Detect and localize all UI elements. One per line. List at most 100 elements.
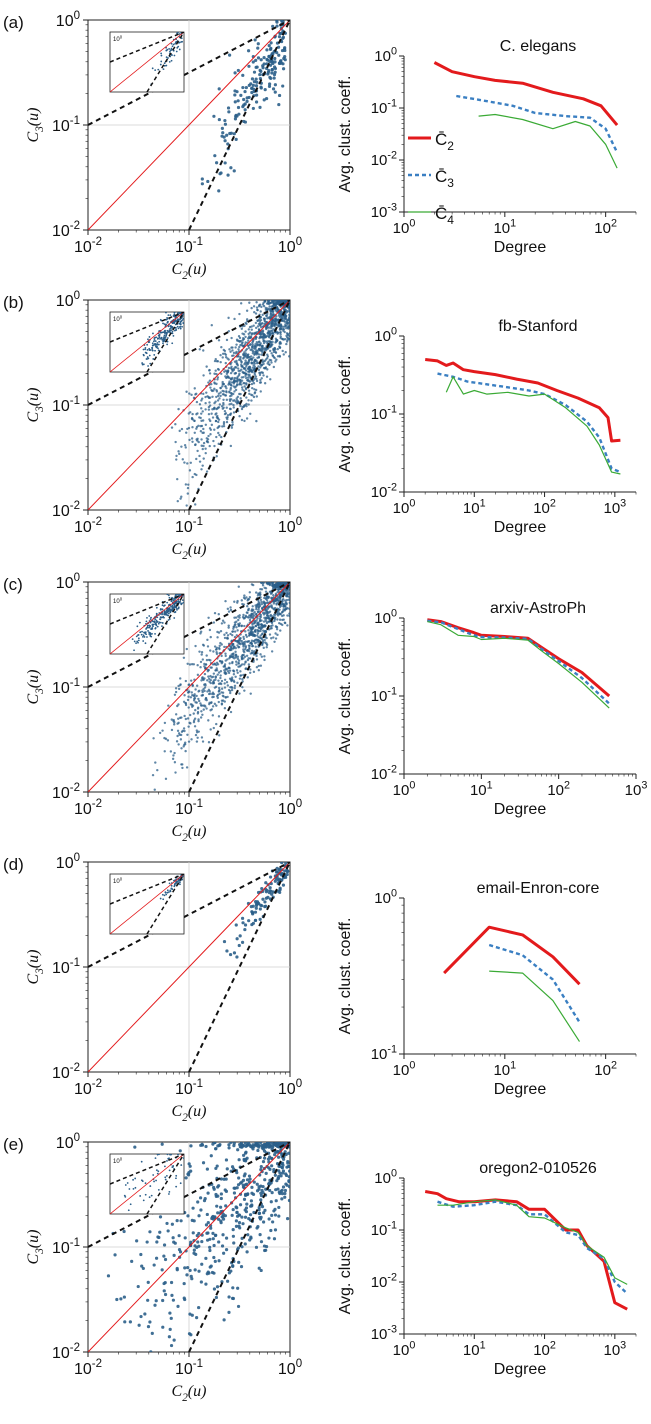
inset-point — [168, 60, 171, 63]
scatter-point — [239, 404, 242, 408]
scatter-point — [240, 599, 243, 602]
scatter-point — [189, 722, 192, 725]
inset-point — [142, 640, 145, 642]
scatter-point — [263, 602, 267, 605]
series-line-c2 — [443, 925, 581, 986]
scatter-point — [174, 423, 177, 426]
scatter-point — [249, 348, 252, 352]
inset-point — [153, 354, 156, 356]
scatter-point — [219, 1205, 223, 1209]
inset-point — [160, 54, 163, 57]
inset-point — [173, 315, 176, 318]
scatter-point — [217, 1259, 221, 1263]
scatter-point — [264, 1171, 268, 1175]
scatter-point — [189, 679, 193, 682]
scatter-point — [225, 398, 229, 402]
inset-point — [156, 342, 159, 344]
scatter-point — [257, 1266, 261, 1270]
scatter-point — [216, 416, 219, 420]
scatter-point — [174, 713, 178, 716]
scatter-point — [244, 85, 248, 90]
scatter-point — [222, 135, 226, 139]
inset-clip-group — [110, 594, 184, 654]
scatter-point — [252, 70, 257, 74]
scatter-point — [258, 1215, 262, 1220]
inset-point — [168, 882, 171, 885]
inset-lower-bound — [146, 312, 184, 372]
inset-point — [143, 631, 146, 634]
inset-point — [168, 618, 171, 620]
x-tick-label: 102 — [594, 1059, 617, 1079]
scatter-point — [162, 1281, 166, 1286]
scatter-point — [201, 397, 204, 400]
scatter-point — [278, 612, 281, 615]
scatter-point — [206, 438, 210, 441]
scatter-point — [197, 424, 200, 427]
scatter-point — [264, 881, 268, 885]
scatter-point — [232, 1142, 236, 1145]
scatter-point — [229, 413, 232, 417]
scatter-point — [287, 1175, 290, 1179]
inset-point — [151, 342, 154, 345]
scatter-point — [195, 694, 198, 698]
scatter-point — [252, 369, 255, 372]
inset-point — [179, 881, 181, 884]
scatter-point — [269, 359, 273, 362]
inset-point — [136, 640, 139, 643]
scatter-point — [170, 728, 174, 732]
scatter-point — [200, 419, 203, 423]
inset-point — [152, 332, 154, 335]
scatter-point — [225, 1167, 229, 1171]
scatter-point — [184, 1176, 188, 1180]
scatter-point — [241, 921, 245, 925]
scatter-point — [264, 612, 267, 615]
inset-point — [163, 894, 166, 897]
scatter-point — [227, 1310, 231, 1314]
scatter-point — [254, 645, 257, 648]
inset-point — [172, 879, 175, 882]
inset-lower-bound — [146, 594, 184, 654]
scatter-point — [269, 76, 273, 81]
scatter-point — [227, 1295, 231, 1299]
scatter-point — [220, 1280, 224, 1284]
inset-point — [170, 59, 173, 62]
scatter-point — [273, 585, 276, 589]
scatter-point — [285, 869, 290, 874]
scatter-point — [187, 1171, 191, 1175]
scatter-point — [246, 598, 250, 601]
scatter-point — [195, 473, 198, 477]
scatter-point — [213, 1259, 217, 1264]
scatter-point — [180, 445, 183, 448]
scatter-point — [236, 1286, 240, 1290]
y-axis-label: C3(u) — [25, 670, 46, 705]
scatter-point — [204, 1144, 208, 1149]
y-tick-label: 100 — [56, 1132, 80, 1152]
scatter-point — [206, 638, 209, 642]
scatter-point — [235, 660, 238, 663]
scatter-point — [260, 637, 264, 641]
inset-tick-label: 100 — [113, 596, 123, 605]
x-tick-label: 102 — [533, 497, 556, 517]
scatter-point — [261, 1190, 265, 1195]
scatter-point — [184, 679, 188, 683]
inset-point — [161, 622, 164, 624]
scatter-point — [226, 173, 230, 177]
scatter-point — [215, 372, 218, 376]
scatter-point — [204, 1223, 209, 1227]
inset-point — [173, 617, 176, 619]
scatter-point — [270, 1156, 274, 1160]
scatter-point — [186, 717, 190, 720]
scatter-point — [205, 1212, 209, 1217]
scatter-point — [245, 1182, 249, 1186]
scatter-point — [258, 1142, 263, 1145]
scatter-point — [237, 665, 240, 668]
inset-diagonal — [110, 1154, 184, 1214]
scatter-point — [272, 636, 275, 639]
scatter-point — [202, 349, 205, 352]
scatter-point — [202, 431, 205, 434]
scatter-point — [208, 1265, 212, 1269]
scatter-point — [193, 725, 197, 728]
scatter-point — [236, 641, 239, 644]
scatter-point — [277, 1214, 281, 1218]
